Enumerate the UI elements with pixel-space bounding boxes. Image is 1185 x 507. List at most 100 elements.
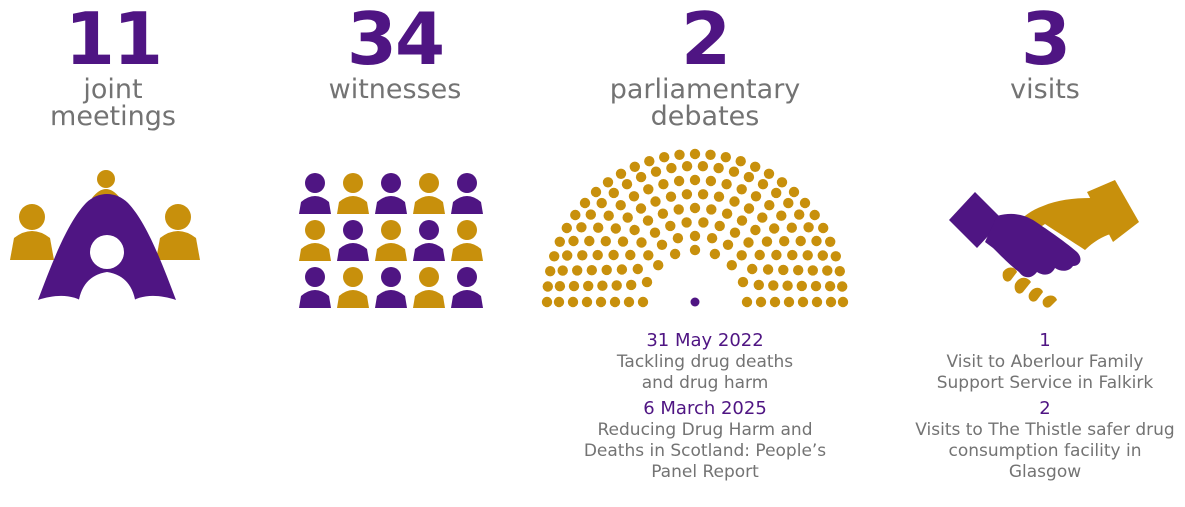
seat-dot	[761, 236, 773, 247]
joint-meetings-label-line2: meetings	[50, 101, 176, 132]
seat-dot	[568, 280, 580, 292]
seat-dot	[554, 236, 565, 247]
visit-1-count: 1	[1039, 330, 1051, 351]
seat-dot	[592, 249, 603, 261]
seat-dot	[824, 281, 836, 292]
person-icon	[451, 220, 483, 261]
seat-dot	[689, 244, 701, 256]
visit-2-count: 2	[1039, 398, 1051, 419]
seat-dot	[741, 296, 753, 308]
visits-list: 1 Visit to Aberlour Family Support Servi…	[900, 330, 1185, 483]
stat-witnesses: 34 witnesses	[300, 0, 490, 103]
seat-dot	[585, 209, 596, 220]
seat-dot	[797, 296, 809, 308]
seat-dot	[721, 208, 733, 219]
seat-dot	[736, 215, 748, 226]
seat-dot	[698, 217, 709, 228]
seat-dot	[750, 224, 761, 236]
person-icon	[299, 220, 331, 261]
seat-dot	[595, 296, 607, 308]
seat-dot	[615, 168, 627, 179]
debate-2-title-line3: Panel Report	[651, 462, 759, 482]
seat-dot	[561, 222, 572, 234]
person-icon	[337, 220, 369, 261]
seat-dot	[689, 202, 701, 214]
witnesses-label: witnesses	[328, 74, 462, 105]
seat-dot	[689, 148, 701, 160]
seat-dot	[557, 265, 568, 276]
seat-dot	[729, 196, 740, 207]
seat-dot	[562, 250, 573, 261]
seat-dot	[783, 296, 795, 308]
debates-list: 31 May 2022 Tackling drug deaths and dru…	[555, 330, 855, 483]
seat-dot	[776, 210, 787, 221]
seat-dot	[650, 166, 662, 177]
seat-dot	[705, 149, 716, 160]
visits-count: 3	[1020, 0, 1071, 81]
seat-dot	[629, 224, 640, 236]
seat-dot	[729, 227, 741, 238]
seat-dot	[672, 233, 684, 244]
seat-dot	[642, 215, 654, 226]
seat-dot	[644, 156, 655, 167]
visit-1-text-line1: Visit to Aberlour Family	[946, 352, 1144, 372]
person-icon	[375, 173, 407, 214]
seat-dot	[621, 179, 633, 190]
person-icon	[451, 267, 483, 308]
seat-dot	[747, 263, 758, 275]
seat-dot	[697, 189, 709, 200]
seat-dot	[617, 236, 629, 247]
seat-dot	[796, 280, 807, 292]
visit-1-text-line2: Support Service in Falkirk	[936, 373, 1154, 393]
seat-dot	[803, 222, 814, 233]
seat-dot	[608, 249, 619, 261]
seat-dot	[837, 296, 849, 308]
seat-dot	[743, 237, 754, 248]
seat-dot	[757, 212, 768, 223]
debate-2-title-line1: Reducing Drug Harm and	[597, 420, 813, 440]
debate-2-title-line2: Deaths in Scotland: People’s	[583, 441, 827, 461]
seat-dot	[750, 161, 761, 172]
seat-dot	[608, 187, 619, 199]
seat-dot	[705, 175, 717, 187]
stat-parliamentary-debates: 2 parliamentary debates	[555, 0, 855, 130]
stat-joint-meetings: 11 joint meetings	[18, 0, 208, 130]
seat-dot	[787, 249, 798, 261]
seat-dot	[753, 279, 764, 291]
seat-dot	[764, 200, 775, 211]
person-icon	[299, 173, 331, 214]
seat-dot	[577, 250, 588, 261]
seat-dot	[830, 251, 841, 262]
seat-dot	[549, 251, 560, 262]
seat-dot	[632, 263, 643, 275]
visit-2-text-line2: consumption facility in	[948, 441, 1142, 461]
seat-dot	[602, 177, 614, 188]
seat-dot	[713, 191, 725, 202]
seat-dot	[736, 250, 747, 261]
seat-dot	[726, 260, 737, 271]
seat-dot	[769, 223, 780, 234]
debates-count: 2	[680, 0, 731, 81]
seat-dot	[650, 196, 661, 207]
seat-dot	[658, 179, 669, 190]
seat-dot	[568, 235, 579, 247]
seat-dot	[807, 265, 818, 276]
seat-dot	[720, 152, 731, 163]
seat-dot	[622, 212, 633, 223]
seat-dot	[743, 203, 755, 214]
seat-dot	[601, 264, 612, 276]
seat-dot	[597, 280, 608, 291]
seat-dot	[643, 184, 654, 195]
seat-dot	[818, 222, 829, 234]
seat-dot	[615, 200, 626, 211]
seat-dot	[623, 296, 635, 308]
seat-dot	[706, 204, 717, 215]
seat-dot	[799, 197, 811, 209]
seat-dot	[673, 175, 685, 187]
seat-dot	[649, 227, 661, 238]
seat-dot	[779, 236, 790, 247]
seat-dot	[635, 171, 647, 183]
seat-dot	[657, 208, 669, 219]
seat-dot	[755, 296, 767, 308]
seat-dot	[776, 177, 788, 188]
